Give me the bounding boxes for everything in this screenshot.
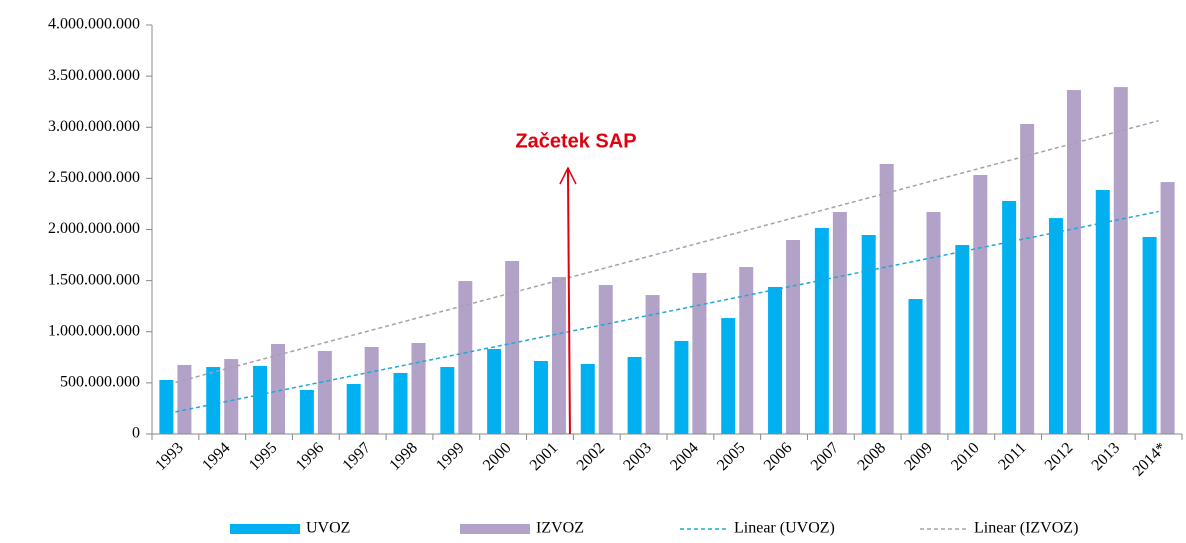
bar — [1048, 218, 1063, 434]
y-tick-label: 3.000.000.000 — [48, 118, 140, 135]
x-tick-label: 1996 — [293, 439, 328, 474]
bar — [674, 340, 689, 434]
bar — [299, 390, 314, 434]
x-tick-label: 2009 — [901, 439, 936, 474]
bar — [1142, 236, 1157, 434]
x-tick-label: 1995 — [246, 439, 281, 474]
x-tick-label: 2013 — [1089, 439, 1124, 474]
x-tick-label: 2006 — [761, 439, 796, 474]
x-tick-label: 2011 — [995, 439, 1029, 473]
bar — [533, 360, 548, 434]
x-tick-label: 2012 — [1042, 439, 1077, 474]
y-tick-label: 0 — [132, 425, 140, 442]
x-tick-label: 2001 — [527, 439, 562, 474]
bar — [814, 227, 829, 434]
bar — [598, 285, 613, 434]
x-tick-label: 2008 — [854, 439, 889, 474]
bar — [551, 277, 566, 434]
trendline — [175, 210, 1159, 413]
annotation: Začetek SAP — [515, 130, 636, 152]
x-tick-label: 2005 — [714, 439, 749, 474]
annotation-arrowhead — [559, 166, 577, 185]
bar — [832, 212, 847, 434]
y-tick-label: 3.500.000.000 — [48, 67, 140, 84]
bar — [177, 364, 192, 434]
x-tick-label: 1994 — [199, 439, 234, 474]
x-tick-label: 2003 — [620, 439, 655, 474]
bar — [159, 380, 174, 434]
x-tick-label: 1997 — [339, 439, 374, 474]
y-tick-label: 4.000.000.000 — [48, 16, 140, 33]
bar — [393, 372, 408, 434]
bar — [768, 286, 783, 434]
bar — [1095, 190, 1110, 434]
bar — [505, 260, 520, 434]
bar — [786, 240, 801, 434]
y-tick-label: 1.500.000.000 — [48, 271, 140, 288]
bar — [627, 357, 642, 434]
x-tick-label: 1998 — [386, 439, 421, 474]
x-tick-label: 2014* — [1130, 439, 1170, 479]
legend-label: IZVOZ — [536, 520, 584, 537]
y-tick-label: 500.000.000 — [60, 374, 140, 391]
bar — [1160, 182, 1175, 434]
bar — [861, 235, 876, 434]
legend-label: UVOZ — [306, 520, 350, 537]
bar — [955, 245, 970, 434]
bar — [346, 383, 361, 434]
x-tick-label: 1993 — [152, 439, 187, 474]
bar — [721, 318, 736, 434]
trendline — [175, 120, 1159, 384]
legend-swatch — [230, 524, 300, 534]
x-tick-label: 2007 — [808, 439, 843, 474]
bar — [317, 350, 332, 434]
x-tick-label: 1999 — [433, 439, 468, 474]
bar — [411, 342, 426, 434]
bar — [879, 163, 894, 434]
bar — [580, 363, 595, 434]
x-tick-label: 2002 — [574, 439, 609, 474]
bar — [645, 295, 660, 434]
bar — [908, 299, 923, 434]
bar — [973, 175, 988, 435]
bar — [253, 366, 268, 434]
bar — [440, 367, 455, 434]
bar — [1066, 90, 1081, 434]
bar — [206, 367, 221, 434]
bar — [1002, 200, 1017, 434]
bar — [692, 272, 707, 434]
bar — [1113, 87, 1128, 435]
bar — [364, 346, 379, 434]
bar — [926, 212, 941, 434]
bar — [739, 267, 754, 434]
bar — [1020, 123, 1035, 434]
legend-label: Linear (UVOZ) — [734, 520, 835, 537]
y-tick-label: 1.000.000.000 — [48, 322, 140, 339]
annotation-arrow — [566, 167, 571, 435]
x-tick-label: 2010 — [948, 439, 983, 474]
legend-label: Linear (IZVOZ) — [974, 520, 1078, 537]
bar — [487, 349, 502, 434]
bar — [224, 359, 239, 434]
x-tick-label: 2004 — [667, 439, 702, 474]
bar — [458, 281, 473, 434]
y-tick-label: 2.500.000.000 — [48, 169, 140, 186]
x-tick-label: 2000 — [480, 439, 515, 474]
legend-swatch — [460, 524, 530, 534]
y-tick-label: 2.000.000.000 — [48, 220, 140, 237]
bar — [271, 344, 286, 434]
